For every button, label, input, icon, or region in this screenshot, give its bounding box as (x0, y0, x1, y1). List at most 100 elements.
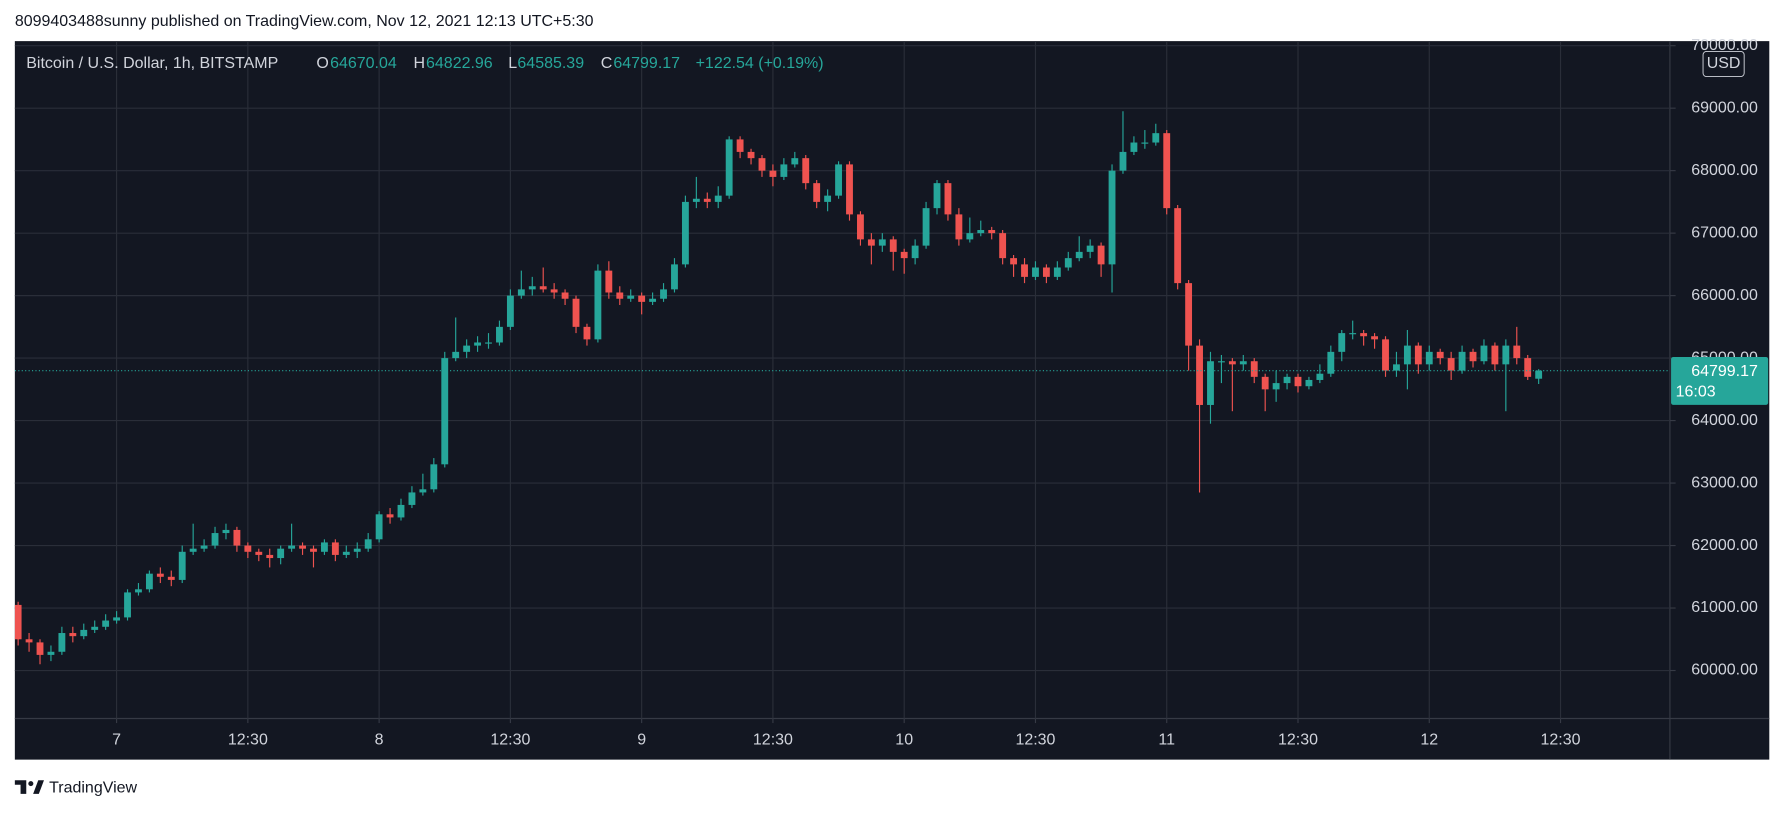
candle-body (692, 198, 700, 202)
candle-body (1447, 358, 1455, 371)
candle-body (1053, 267, 1061, 277)
candle-body (430, 464, 438, 490)
candle-body (496, 326, 503, 343)
currency-box (1702, 50, 1745, 77)
candle-body (1360, 333, 1368, 337)
candle-body (102, 620, 110, 627)
candle-body (156, 573, 164, 577)
y-tick-label: 64000.00 (1691, 412, 1758, 429)
y-tick-label: 69000.00 (1691, 99, 1758, 116)
x-tick-label: 7 (112, 731, 121, 748)
candle-body (91, 626, 99, 630)
footer-brand: TradingView (49, 779, 137, 796)
candle-body (1513, 345, 1521, 359)
candle-body (1480, 345, 1488, 362)
candle-body (135, 589, 142, 593)
candle-body (1196, 345, 1203, 405)
candle-body (616, 292, 624, 299)
candle-body (758, 158, 766, 171)
candle-body (1119, 151, 1127, 171)
candle-body (1272, 383, 1280, 390)
candle-body (638, 295, 646, 302)
x-tick-label: 12:30 (1015, 731, 1055, 748)
candle-body (1217, 361, 1225, 363)
candle-body (791, 158, 799, 165)
low-value: 64585.39 (517, 55, 584, 72)
publish-header: 8099403488sunny published on TradingView… (15, 13, 594, 30)
candle-body (1403, 345, 1411, 365)
high-value: 64822.96 (426, 55, 493, 72)
candle-body (1338, 333, 1346, 352)
candle-body (200, 545, 208, 549)
countdown-label: 16:03 (1676, 384, 1716, 401)
candle-body (364, 539, 372, 549)
candle-body (1042, 267, 1050, 277)
candle-body (277, 548, 285, 559)
candle-body (375, 514, 383, 540)
candle-body (846, 164, 853, 215)
candle-body (1174, 208, 1182, 284)
candle-body (463, 345, 471, 352)
candle-body (1502, 345, 1510, 365)
candle-body (1152, 133, 1160, 143)
candle-body (769, 170, 777, 177)
x-tick-label: 12:30 (228, 731, 268, 748)
candle-body (452, 351, 460, 359)
candle-body (878, 239, 886, 246)
candle-body (167, 576, 175, 580)
candle-body (1458, 351, 1466, 371)
candle-body (320, 542, 328, 552)
candle-body (988, 230, 996, 234)
candle-body (1163, 133, 1171, 209)
ohlc-label: O (316, 55, 328, 72)
candle-body (660, 289, 667, 299)
candle-body (966, 233, 974, 240)
candle-body (922, 208, 930, 246)
candle-body (1086, 245, 1094, 252)
candle-body (1491, 345, 1499, 365)
candle-body (1141, 142, 1149, 144)
candle-body (397, 504, 405, 518)
candle-body (1382, 339, 1389, 371)
change-value: +122.54 (+0.19%) (696, 55, 824, 72)
candle-body (594, 270, 602, 340)
candle-body (145, 573, 153, 590)
candle-body (310, 548, 317, 552)
candle-body (331, 542, 339, 555)
grid (14, 41, 1670, 719)
y-tick-label: 67000.00 (1691, 224, 1758, 241)
candle-body (528, 286, 536, 290)
candle-body (1371, 336, 1378, 340)
axes: 60000.00 61000.00 62000.00 63000.00 64000.00… (112, 37, 1769, 748)
candle-body (911, 245, 919, 259)
candle-body (999, 233, 1007, 259)
candle-body (933, 183, 941, 209)
last-price-label: 64799.17 (1691, 363, 1758, 380)
y-tick-label: 66000.00 (1691, 287, 1758, 304)
x-tick-label: 12:30 (1541, 731, 1581, 748)
candle-body (1228, 361, 1236, 365)
candle-body (69, 633, 77, 637)
candle-body (714, 195, 722, 202)
candle-body (1469, 351, 1477, 362)
candle-body (550, 289, 558, 293)
candle-body (1097, 245, 1105, 265)
y-tick-label: 60000.00 (1691, 662, 1758, 679)
candle-body (124, 592, 131, 618)
candle-body (441, 358, 449, 465)
candle-body (113, 617, 121, 621)
candle-body (1316, 373, 1324, 380)
candle-body (178, 551, 186, 580)
candle-body (627, 295, 635, 299)
candle-body (80, 629, 88, 637)
candle-body (1032, 267, 1039, 277)
candle-body (1524, 358, 1532, 377)
currency: USD (1707, 55, 1741, 72)
candle-body (1349, 333, 1357, 335)
candle-body (1327, 351, 1335, 374)
candle-body (1294, 376, 1302, 387)
candle-body (244, 545, 252, 552)
x-tick-label: 11 (1158, 731, 1175, 748)
